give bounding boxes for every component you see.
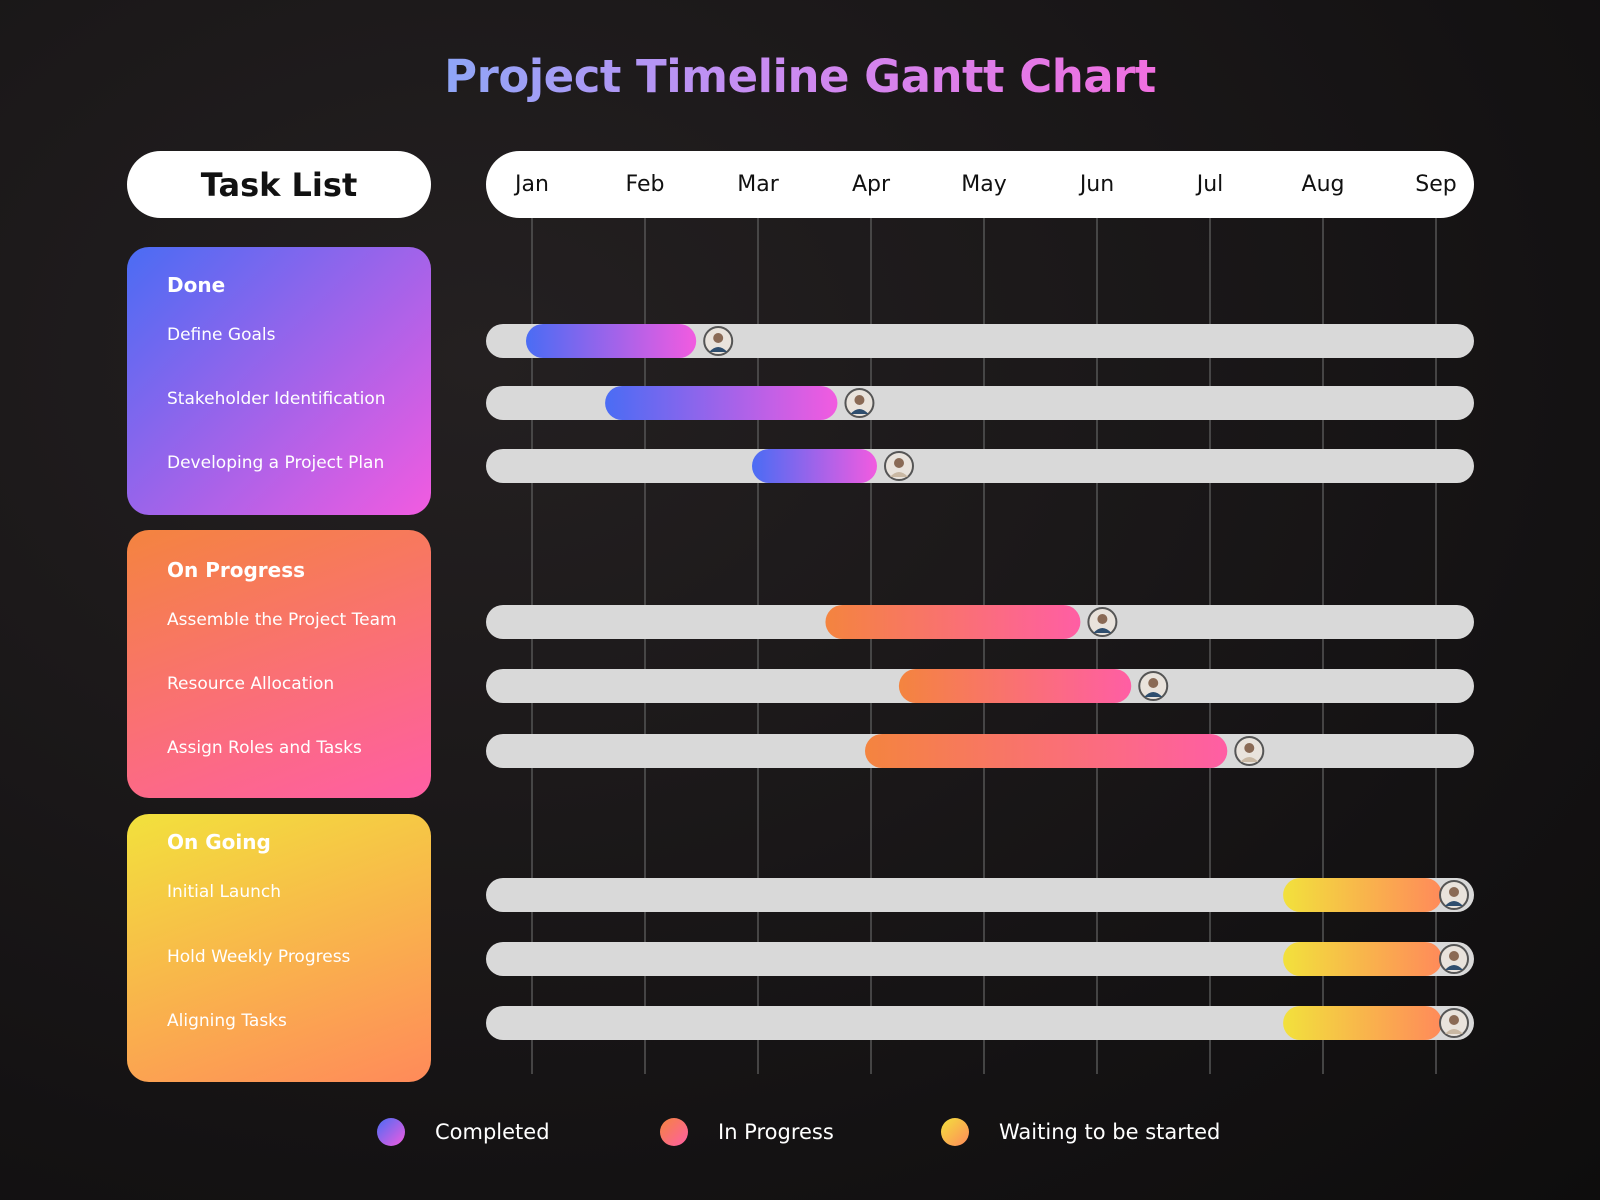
month-label: Jun: [1079, 172, 1115, 197]
task-name: Aligning Tasks: [167, 1011, 287, 1031]
month-label: May: [961, 172, 1007, 197]
month-axis-header: Jan Feb Mar Apr May Jun Jul Aug Sep: [486, 151, 1474, 218]
month-label: Aug: [1301, 172, 1345, 197]
coral-gradient-dot-icon: [660, 1118, 688, 1146]
task-name: Resource Allocation: [167, 674, 335, 694]
task-track: [486, 878, 1474, 912]
task-name: Define Goals: [167, 325, 276, 345]
avatar-icon: [1087, 607, 1118, 637]
task-bar: [605, 386, 838, 420]
task-bar: [1283, 942, 1442, 976]
month-label: Mar: [737, 172, 779, 197]
task-name: Assemble the Project Team: [167, 610, 397, 630]
month-label: Feb: [625, 172, 665, 197]
task-bar: [526, 324, 697, 358]
purple-gradient-dot-icon: [377, 1118, 405, 1146]
task-bar: [825, 605, 1081, 639]
task-name: Hold Weekly Progress: [167, 947, 351, 967]
avatar-icon: [1234, 736, 1265, 766]
task-list-header: Task List: [127, 151, 431, 218]
group-card-on-going: On Going Initial Launch Hold Weekly Prog…: [127, 814, 431, 1082]
task-bars: [486, 324, 1474, 1040]
month-label: Sep: [1415, 172, 1457, 197]
avatar-icon: [1439, 1008, 1469, 1038]
task-name: Initial Launch: [167, 882, 282, 902]
avatar-icon: [844, 388, 875, 418]
legend-waiting: Waiting to be started: [941, 1114, 1220, 1150]
legend-in-progress: In Progress: [660, 1114, 834, 1150]
task-track: [486, 324, 1474, 358]
month-label: Apr: [851, 172, 891, 197]
group-card-done: Done Define Goals Stakeholder Identifica…: [127, 247, 431, 515]
legend-label: Waiting to be started: [999, 1120, 1221, 1144]
task-bar: [752, 449, 877, 483]
task-bar: [898, 669, 1132, 703]
chart-title: Project Timeline Gantt Chart: [444, 50, 1156, 103]
group-name: Done: [167, 273, 226, 297]
task-name: Assign Roles and Tasks: [167, 738, 362, 758]
task-bar: [1283, 1006, 1442, 1040]
month-label: Jul: [1196, 172, 1224, 197]
avatar-icon: [1138, 671, 1169, 701]
month-label: Jan: [515, 172, 549, 197]
task-track: [486, 942, 1474, 976]
avatar-icon: [703, 326, 734, 356]
gridlines: [531, 218, 1437, 1074]
avatar-icon: [1439, 880, 1469, 910]
avatar-icon: [1439, 944, 1469, 974]
legend-label: Completed: [435, 1120, 550, 1144]
group-name: On Going: [167, 830, 271, 854]
group-name: On Progress: [167, 558, 306, 582]
task-name: Developing a Project Plan: [167, 453, 385, 473]
task-bar: [1283, 878, 1442, 912]
avatar-icon: [884, 451, 914, 481]
legend-completed: Completed: [377, 1114, 550, 1150]
group-card-on-progress: On Progress Assemble the Project Team Re…: [127, 530, 431, 798]
legend-label: In Progress: [718, 1120, 834, 1144]
task-track: [486, 1006, 1474, 1040]
task-bar: [865, 734, 1228, 768]
yellow-gradient-dot-icon: [941, 1118, 969, 1146]
task-name: Stakeholder Identification: [167, 389, 386, 409]
task-track: [486, 449, 1474, 483]
